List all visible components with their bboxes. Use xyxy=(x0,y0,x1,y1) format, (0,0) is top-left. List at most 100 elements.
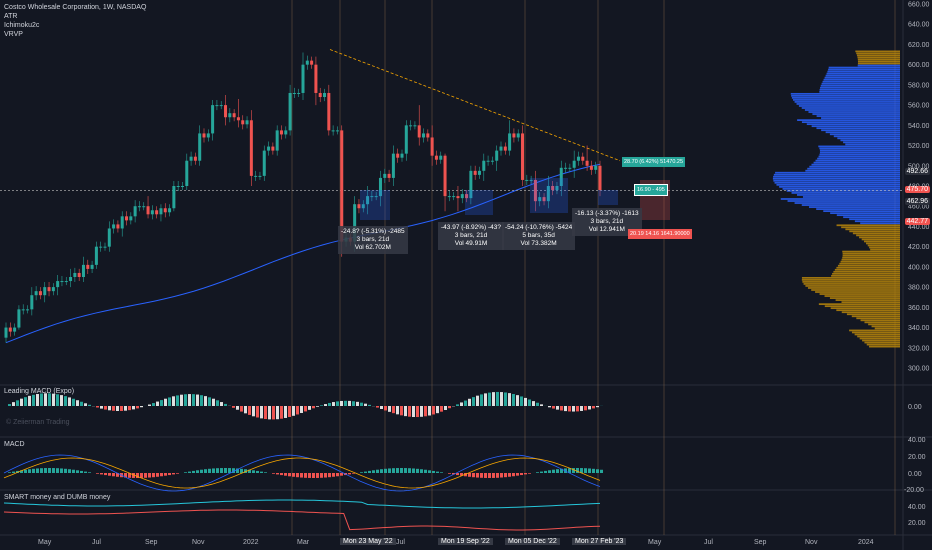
macd-bar xyxy=(584,468,587,473)
macd-bar xyxy=(552,469,555,473)
candlesticks xyxy=(4,52,602,343)
indicator-vrvp[interactable]: VRVP xyxy=(4,31,23,38)
price-tick-640: 640.00 xyxy=(908,22,930,29)
time-label: Sep xyxy=(754,539,767,546)
pane-title-smart-money: SMART money and DUMB money xyxy=(4,494,111,501)
macd-bar xyxy=(412,468,415,473)
leading-bar xyxy=(476,395,479,406)
macd-bar xyxy=(348,473,351,475)
volume-profile-bar xyxy=(841,258,900,261)
volume-profile-bar xyxy=(854,220,900,223)
indicator-ichimoku[interactable]: Ichimoku2c xyxy=(4,22,40,29)
macd-bar xyxy=(260,471,263,473)
leading-bar xyxy=(180,394,183,406)
time-label: May xyxy=(38,539,52,546)
volume-profile-bar xyxy=(808,111,900,113)
measure-box-1[interactable]: -24.8? (-5.31%) -2485 3 bars, 21d Vol 62… xyxy=(338,226,408,254)
candle-body xyxy=(99,246,103,248)
axis-lead-0: 0.00 xyxy=(908,404,922,411)
candle-body xyxy=(279,130,283,135)
candle-body xyxy=(581,156,585,161)
measure-box-2[interactable]: -43.97 (-8.92%) -43? 3 bars, 21d Vol 49.… xyxy=(438,222,504,250)
macd-bar xyxy=(236,468,239,473)
volume-profile-bar xyxy=(806,123,900,126)
macd-bar xyxy=(308,473,311,478)
macd-bar xyxy=(276,473,279,475)
volume-profile-bar xyxy=(836,214,900,217)
signal-line xyxy=(3,457,601,489)
candle-body xyxy=(310,60,314,65)
candle-body xyxy=(224,105,228,118)
price-label-475: 475.70 xyxy=(904,186,930,193)
leading-macd-histogram xyxy=(8,391,603,420)
macd-bar xyxy=(600,469,603,473)
candle-body xyxy=(452,196,456,198)
leading-bar xyxy=(440,406,443,412)
symbol-title: Costco Wholesale Corporation, 1W, NASDAQ xyxy=(4,4,147,11)
candle-body xyxy=(292,92,296,94)
macd-bar xyxy=(96,473,99,474)
price-tick-300: 300.00 xyxy=(908,366,930,373)
leading-bar xyxy=(408,406,411,417)
candle-body xyxy=(150,210,154,215)
leading-bar xyxy=(524,397,527,406)
measure-box-4[interactable]: -16.13 (-3.37%) -1613 3 bars, 21d Vol 12… xyxy=(572,208,642,236)
candle-body xyxy=(159,208,163,215)
macd-bar xyxy=(408,468,411,473)
macd-bar xyxy=(596,469,599,473)
macd-bar xyxy=(568,468,571,473)
candle-body xyxy=(185,160,189,186)
volume-profile-bar xyxy=(849,230,900,233)
leading-bar xyxy=(132,406,135,410)
macd-bar xyxy=(208,468,211,473)
macd-bar xyxy=(188,471,191,473)
volume-profile-bar xyxy=(830,212,900,215)
leading-bar xyxy=(80,401,83,406)
volume-profile-bar xyxy=(815,159,900,162)
price-tick-520: 520.00 xyxy=(908,143,930,150)
candle-body xyxy=(335,130,339,132)
indicator-atr[interactable]: ATR xyxy=(4,13,18,20)
macd-bar xyxy=(288,473,291,477)
macd-bar xyxy=(336,473,339,477)
leading-bar xyxy=(152,403,155,406)
volume-profile-bar xyxy=(826,72,900,75)
volume-profile-bar xyxy=(801,107,900,109)
volume-profile-bar xyxy=(823,78,900,81)
candle-body xyxy=(305,60,309,65)
leading-bar xyxy=(8,404,11,406)
leading-bar xyxy=(416,406,419,418)
macd-bar xyxy=(216,468,219,473)
leading-bar xyxy=(176,395,179,406)
volume-profile-bar xyxy=(836,266,900,269)
macd-bar xyxy=(72,469,75,473)
macd-bar xyxy=(224,468,227,473)
macd-bar xyxy=(156,473,159,477)
candle-body xyxy=(460,194,464,199)
leading-bar xyxy=(576,406,579,412)
macd-bar xyxy=(576,468,579,473)
measure-box-3[interactable]: -54.24 (-10.76%) -5424 5 bars, 35d Vol 7… xyxy=(502,222,576,250)
leading-bar xyxy=(12,402,15,406)
leading-bar xyxy=(64,396,67,406)
time-label: Nov xyxy=(805,539,818,546)
candle-body xyxy=(228,113,232,118)
leading-bar xyxy=(160,400,163,406)
volume-profile-bar xyxy=(821,82,900,85)
macd-bar xyxy=(516,473,519,476)
candle-body xyxy=(340,130,344,242)
volume-profile-bar xyxy=(841,226,900,229)
leading-bar xyxy=(596,406,599,408)
volume-profile-bar xyxy=(857,62,900,65)
candle-body xyxy=(189,156,193,161)
volume-profile-bar xyxy=(815,291,900,293)
leading-bar xyxy=(560,406,563,411)
volume-profile-bar xyxy=(775,171,900,174)
volume-profile-bar xyxy=(794,202,900,204)
volume-profile-bar xyxy=(809,165,900,168)
macd-bar xyxy=(588,468,591,473)
macd-bar xyxy=(244,469,247,473)
volume-profile-bar xyxy=(805,285,900,287)
candle-body xyxy=(465,194,469,199)
